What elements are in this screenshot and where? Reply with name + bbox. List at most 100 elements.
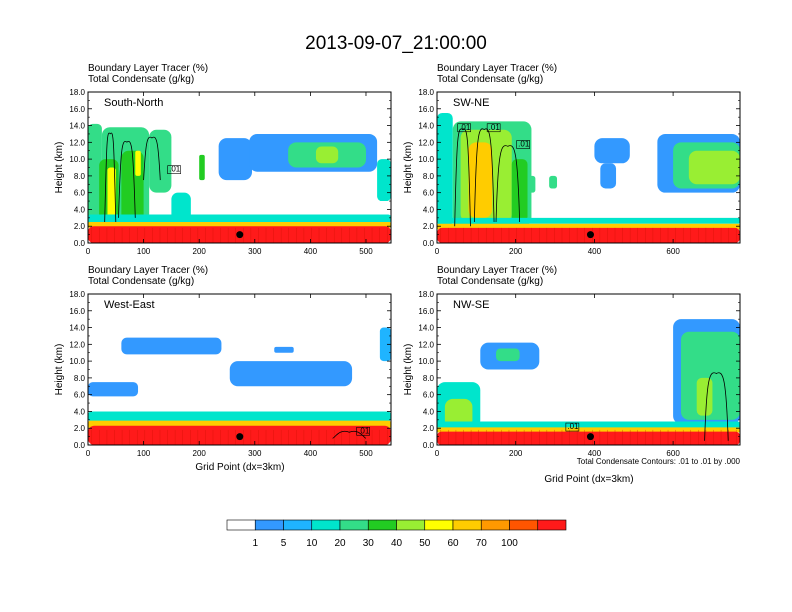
tracer-region xyxy=(274,346,294,353)
y-tick-label: 10.0 xyxy=(418,357,434,366)
tracer-region xyxy=(437,421,740,429)
panels: Boundary Layer Tracer (%)Total Condensat… xyxy=(54,63,741,458)
x-tick-label: 300 xyxy=(248,247,262,256)
contour-note: Total Condensate Contours: .01 to .01 by… xyxy=(577,457,741,466)
contour-label-box xyxy=(457,123,471,133)
colorbar-label: 5 xyxy=(281,538,287,549)
tracer-field: .01 .01 .01 xyxy=(437,112,740,243)
x-tick-label: 0 xyxy=(435,449,440,458)
y-tick-label: 14.0 xyxy=(69,122,85,131)
tracer-region xyxy=(594,138,630,164)
y-tick-label: 18.0 xyxy=(69,290,85,299)
tracer-region xyxy=(229,361,353,387)
x-tick-label: 200 xyxy=(193,449,207,458)
condensate-contour xyxy=(454,128,471,227)
tracer-region xyxy=(600,163,617,189)
condensate-contour xyxy=(495,145,521,223)
y-tick-label: 10.0 xyxy=(418,155,434,164)
y-tick-label: 16.0 xyxy=(69,307,85,316)
x-tick-label: 300 xyxy=(248,449,262,458)
tracer-region xyxy=(377,159,391,202)
location-marker xyxy=(236,433,244,441)
colorbar-swatch xyxy=(537,519,567,531)
tracer-region xyxy=(444,398,473,429)
panel-label: West-East xyxy=(104,299,155,311)
panel-we: Boundary Layer Tracer (%)Total Condensat… xyxy=(54,265,392,458)
contour-label-box xyxy=(516,140,530,149)
colorbar-label: 40 xyxy=(391,538,403,549)
colorbar-swatch xyxy=(452,519,482,531)
panel-subtitle-condensate: Total Condensate (g/kg) xyxy=(437,276,543,287)
tracer-region xyxy=(88,382,139,397)
y-tick-label: 4.0 xyxy=(74,205,86,214)
colorbar-label: 10 xyxy=(306,538,318,549)
panel-subtitle-condensate: Total Condensate (g/kg) xyxy=(437,74,543,85)
condensate-contour xyxy=(332,430,367,439)
x-tick-label: 400 xyxy=(304,449,318,458)
colorbar-swatch xyxy=(311,519,341,531)
y-tick-label: 4.0 xyxy=(74,407,86,416)
tracer-region xyxy=(696,377,713,416)
y-tick-label: 4.0 xyxy=(423,205,435,214)
x-tick-label: 500 xyxy=(359,449,373,458)
y-tick-label: 16.0 xyxy=(418,307,434,316)
x-tick-label: 500 xyxy=(359,247,373,256)
y-tick-label: 12.0 xyxy=(418,138,434,147)
condensate-contour xyxy=(473,128,495,223)
tracer-region xyxy=(218,138,253,181)
panel-sn: Boundary Layer Tracer (%)Total Condensat… xyxy=(54,63,392,256)
tracer-region xyxy=(688,150,740,185)
y-axis-label: Height (km) xyxy=(403,142,414,194)
x-tick-label: 400 xyxy=(588,449,602,458)
y-tick-label: 8.0 xyxy=(74,374,86,383)
y-tick-label: 12.0 xyxy=(418,340,434,349)
y-tick-label: 2.0 xyxy=(74,424,86,433)
panel-subtitle-condensate: Total Condensate (g/kg) xyxy=(88,74,194,85)
x-tick-label: 0 xyxy=(86,247,91,256)
y-tick-label: 14.0 xyxy=(69,324,85,333)
colorbar-swatch xyxy=(396,519,426,531)
y-tick-label: 6.0 xyxy=(423,391,435,400)
colorbar-swatch xyxy=(339,519,369,531)
condensate-contour xyxy=(118,141,136,218)
y-tick-label: 6.0 xyxy=(74,391,86,400)
location-marker xyxy=(236,231,244,239)
y-tick-label: 2.0 xyxy=(74,222,86,231)
y-axis-label: Height (km) xyxy=(54,344,65,396)
y-tick-label: 0.0 xyxy=(423,441,435,450)
colorbar-swatch xyxy=(226,519,256,531)
tracer-region xyxy=(549,175,558,189)
tracer-region xyxy=(199,154,205,181)
colorbar-swatch xyxy=(367,519,397,531)
panel-subtitle-tracer: Boundary Layer Tracer (%) xyxy=(88,63,208,74)
tracer-region xyxy=(511,159,528,223)
y-tick-label: 12.0 xyxy=(69,340,85,349)
x-tick-label: 400 xyxy=(304,247,318,256)
y-tick-label: 0.0 xyxy=(423,239,435,248)
colorbar-swatch xyxy=(509,519,539,531)
y-tick-label: 0.0 xyxy=(74,441,86,450)
tracer-region xyxy=(379,327,391,362)
y-tick-label: 2.0 xyxy=(423,424,435,433)
x-tick-label: 400 xyxy=(588,247,602,256)
panel-label: NW-SE xyxy=(453,299,489,311)
tracer-field: .01 xyxy=(88,123,391,243)
tracer-region xyxy=(468,142,493,218)
y-tick-label: 10.0 xyxy=(69,357,85,366)
contour-label: .01 xyxy=(518,140,530,149)
panel-label: SW-NE xyxy=(453,97,489,109)
panel-subtitle-tracer: Boundary Layer Tracer (%) xyxy=(88,265,208,276)
tracer-region xyxy=(121,337,222,355)
tracer-region xyxy=(88,214,391,223)
figure-title: 2013-09-07_21:00:00 xyxy=(305,33,487,54)
y-tick-label: 8.0 xyxy=(74,172,86,181)
y-tick-label: 14.0 xyxy=(418,122,434,131)
x-tick-label: 0 xyxy=(435,247,440,256)
tracer-field: .01 xyxy=(88,327,391,445)
y-tick-label: 18.0 xyxy=(69,88,85,97)
y-tick-label: 12.0 xyxy=(69,138,85,147)
location-marker xyxy=(586,231,594,239)
panel-nwse: Boundary Layer Tracer (%)Total Condensat… xyxy=(403,265,741,458)
y-tick-label: 0.0 xyxy=(74,239,86,248)
